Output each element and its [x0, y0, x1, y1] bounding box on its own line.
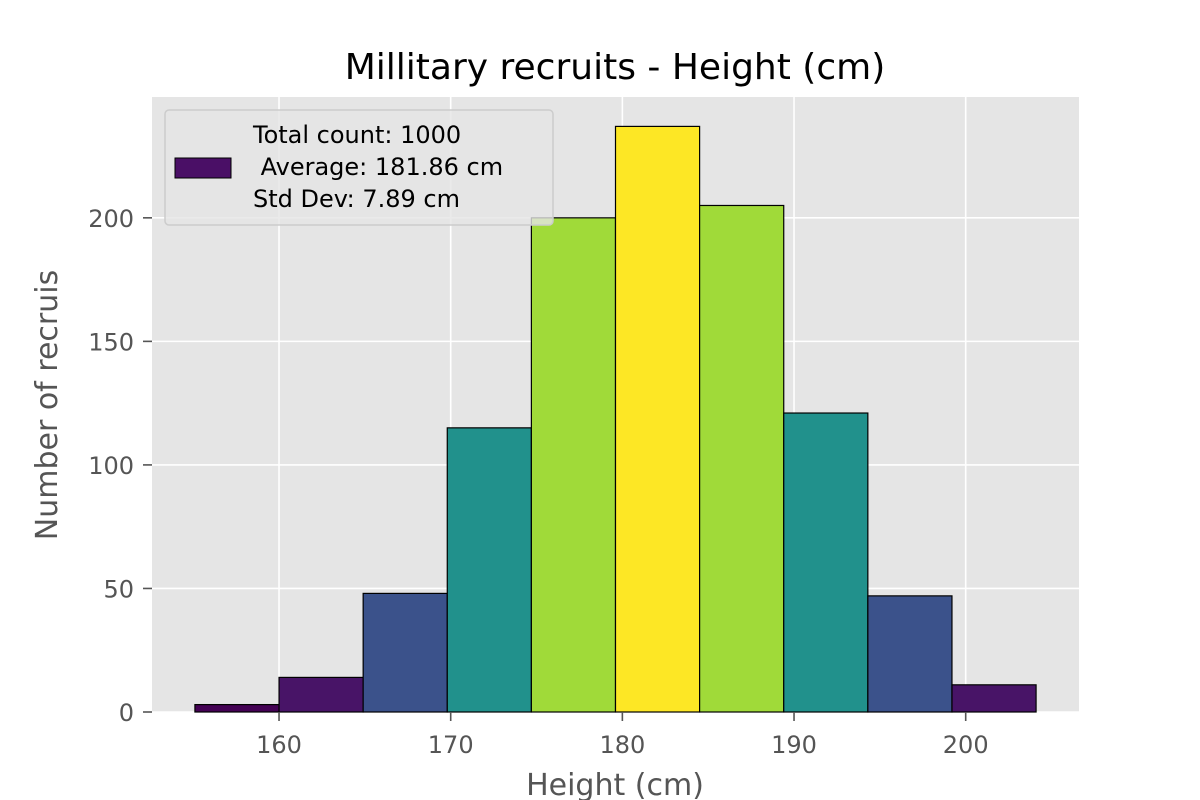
y-tick-label: 200 — [88, 205, 134, 233]
x-tick-label: 200 — [943, 731, 989, 759]
x-tick-label: 170 — [428, 731, 474, 759]
legend-swatch — [174, 157, 232, 179]
y-tick-label: 150 — [88, 328, 134, 356]
histogram-bars — [194, 125, 1037, 713]
x-tick-label: 180 — [599, 731, 645, 759]
y-tick-label: 0 — [119, 699, 134, 727]
histogram-bar — [614, 125, 701, 713]
histogram-bar — [278, 676, 364, 713]
histogram-bar — [867, 595, 953, 713]
x-tick-label: 160 — [256, 731, 302, 759]
histogram-bar — [362, 592, 448, 713]
legend: Total count: 1000 Average: 181.86 cm Std… — [164, 109, 554, 226]
axis-ticks: 160 170 180 190 200 0 50 100 150 200 — [88, 205, 988, 759]
y-tick-label: 50 — [103, 575, 134, 603]
histogram-bar — [783, 412, 869, 713]
x-tick-label: 190 — [771, 731, 817, 759]
histogram-bar — [951, 684, 1037, 713]
legend-line-count: Total count: 1000 — [252, 121, 461, 149]
legend-line-stddev: Std Dev: 7.89 cm — [253, 185, 460, 213]
legend-line-average: Average: 181.86 cm — [253, 153, 503, 181]
histogram-bar — [194, 703, 280, 713]
chart-title: Millitary recruits - Height (cm) — [345, 47, 886, 88]
y-axis-label: Number of recruis — [30, 270, 65, 540]
x-axis-label: Height (cm) — [526, 768, 704, 800]
histogram-bar — [530, 217, 617, 713]
histogram-bar — [446, 427, 532, 713]
legend-box — [164, 109, 554, 226]
y-tick-label: 100 — [88, 452, 134, 480]
histogram-bar — [699, 204, 785, 713]
